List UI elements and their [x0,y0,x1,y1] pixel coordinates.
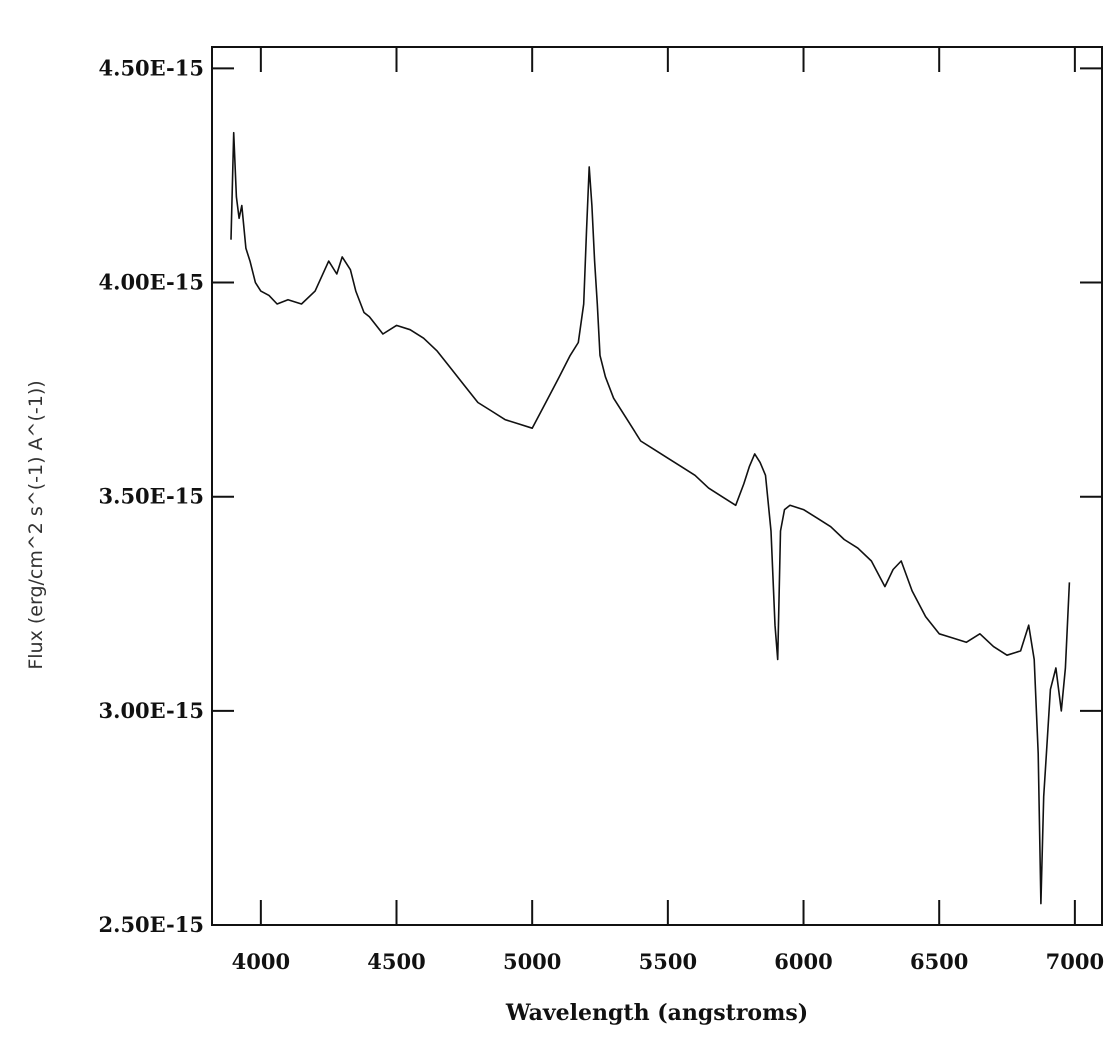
x-tick-label: 5000 [503,949,561,974]
x-tick-label: 7000 [1046,949,1104,974]
y-tick-label: 3.50E-15 [99,484,204,509]
x-tick-label: 5500 [639,949,697,974]
x-axis-title: Wavelength (angstroms) [505,1000,808,1026]
plot-frame [211,46,1103,926]
data-series [230,131,1071,905]
x-tick-label: 6500 [910,949,968,974]
y-tick-label: 2.50E-15 [99,912,204,937]
x-tick-label: 4000 [232,949,290,974]
x-tick-label: 4500 [367,949,425,974]
y-tick-label: 4.00E-15 [99,270,204,295]
y-axis-title: Flux (erg/cm^2 s^(-1) A^(-1)) [25,380,47,669]
y-tick-label: 3.00E-15 [99,698,204,723]
spectrum-line [230,131,1071,905]
y-axis-ticks: 2.50E-15 3.00E-15 3.50E-15 4.00E-15 4.50E-15 [99,55,1102,937]
x-axis-ticks: 4000 4500 5000 5500 6000 6500 7000 [232,47,1104,974]
plot-border [211,46,1103,926]
x-tick-label: 6000 [774,949,832,974]
y-tick-label: 4.50E-15 [99,55,204,80]
